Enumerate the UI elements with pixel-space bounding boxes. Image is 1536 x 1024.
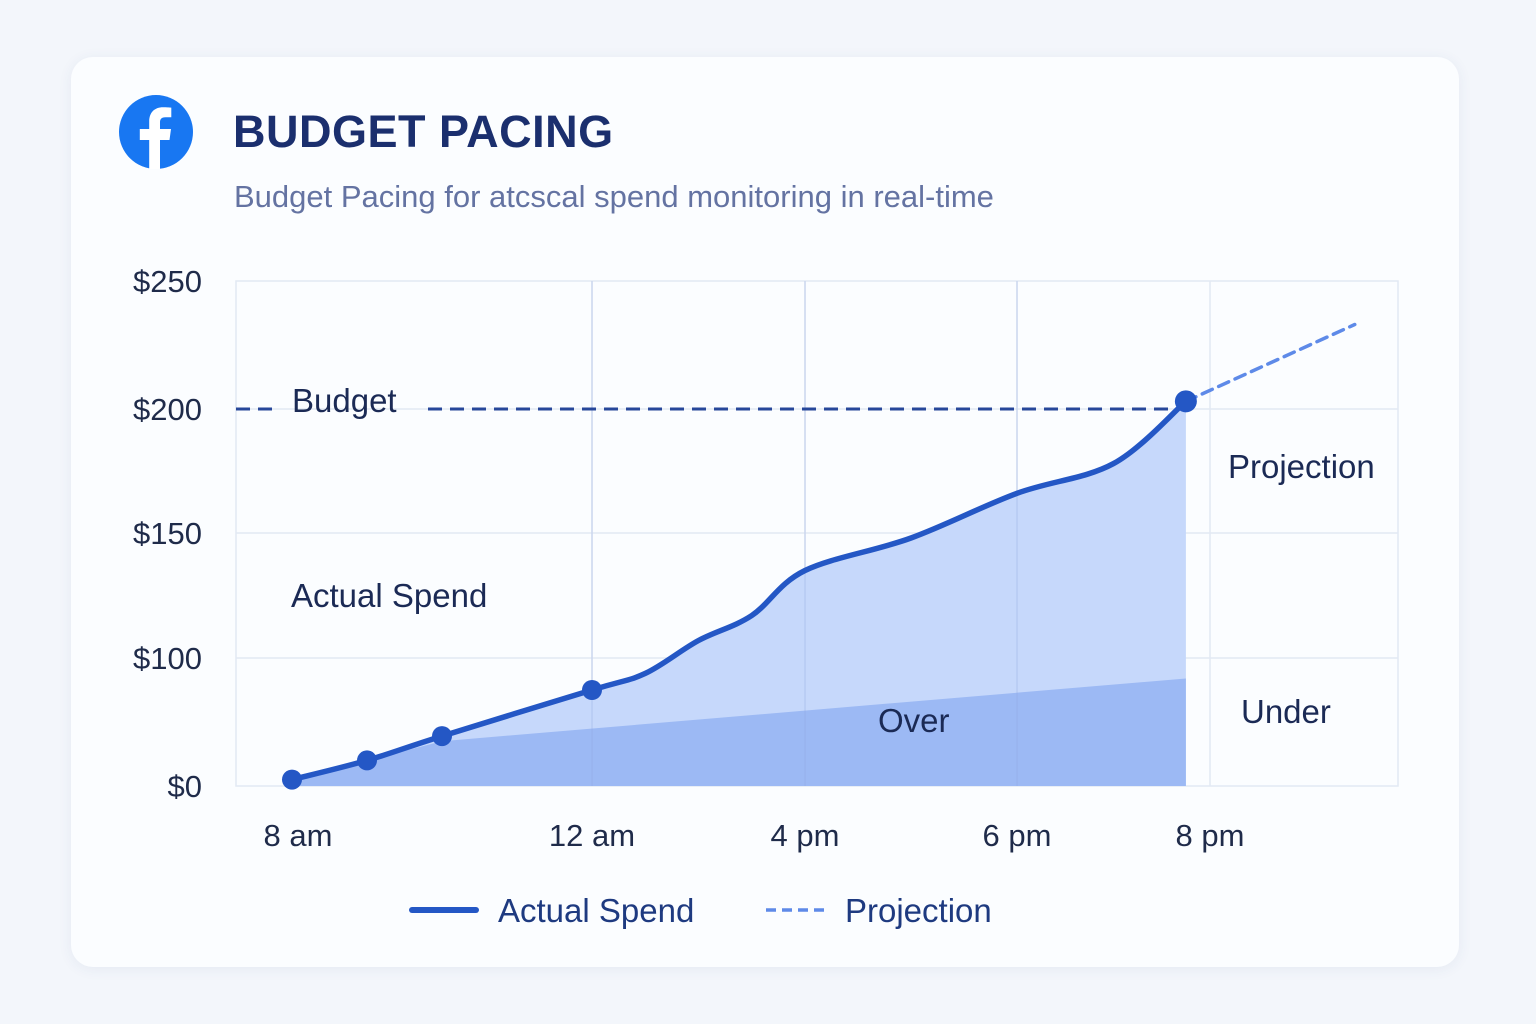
budget-pacing-card: [71, 57, 1459, 967]
under-region-label: Under: [1241, 693, 1331, 730]
data-point-marker: [357, 750, 377, 771]
over-region-area: [292, 678, 1186, 786]
y-tick-label: $250: [133, 264, 202, 299]
x-tick-label: 6 pm: [983, 818, 1052, 853]
y-tick-label: $200: [133, 392, 202, 427]
budget-label: Budget: [292, 382, 397, 419]
x-tick-label: 8 am: [264, 818, 333, 853]
page-subtitle: Budget Pacing for atcscal spend monitori…: [234, 179, 994, 214]
data-point-marker: [582, 680, 602, 700]
data-point-marker: [1174, 390, 1197, 413]
legend-label-actual-spend: Actual Spend: [498, 892, 694, 929]
legend-label-projection: Projection: [845, 892, 992, 929]
data-point-marker: [282, 769, 302, 790]
chart-labels: $0 $100 $150 $200 $250 8 am 12 am 4 pm 6 pm 8 pm B…: [133, 264, 1375, 853]
y-tick-label: $100: [133, 641, 202, 676]
y-tick-label: $0: [168, 769, 202, 804]
projection-line: [1184, 322, 1357, 404]
x-tick-label: 4 pm: [771, 818, 840, 853]
over-region-label: Over: [878, 702, 950, 739]
y-tick-label: $150: [133, 516, 202, 551]
actual-spend-area: [292, 401, 1186, 786]
page-title: BUDGET PACING: [233, 106, 614, 157]
projection-annotation: Projection: [1228, 448, 1375, 485]
actual-spend-annotation: Actual Spend: [291, 577, 487, 614]
facebook-logo-icon: [119, 95, 193, 169]
x-tick-label: 8 pm: [1176, 818, 1245, 853]
data-point-marker: [432, 726, 452, 747]
x-tick-label: 12 am: [549, 818, 635, 853]
chart-areas: [292, 281, 1186, 786]
chart-markers: [282, 390, 1197, 790]
chart-legend: Actual Spend Projection: [409, 892, 992, 929]
